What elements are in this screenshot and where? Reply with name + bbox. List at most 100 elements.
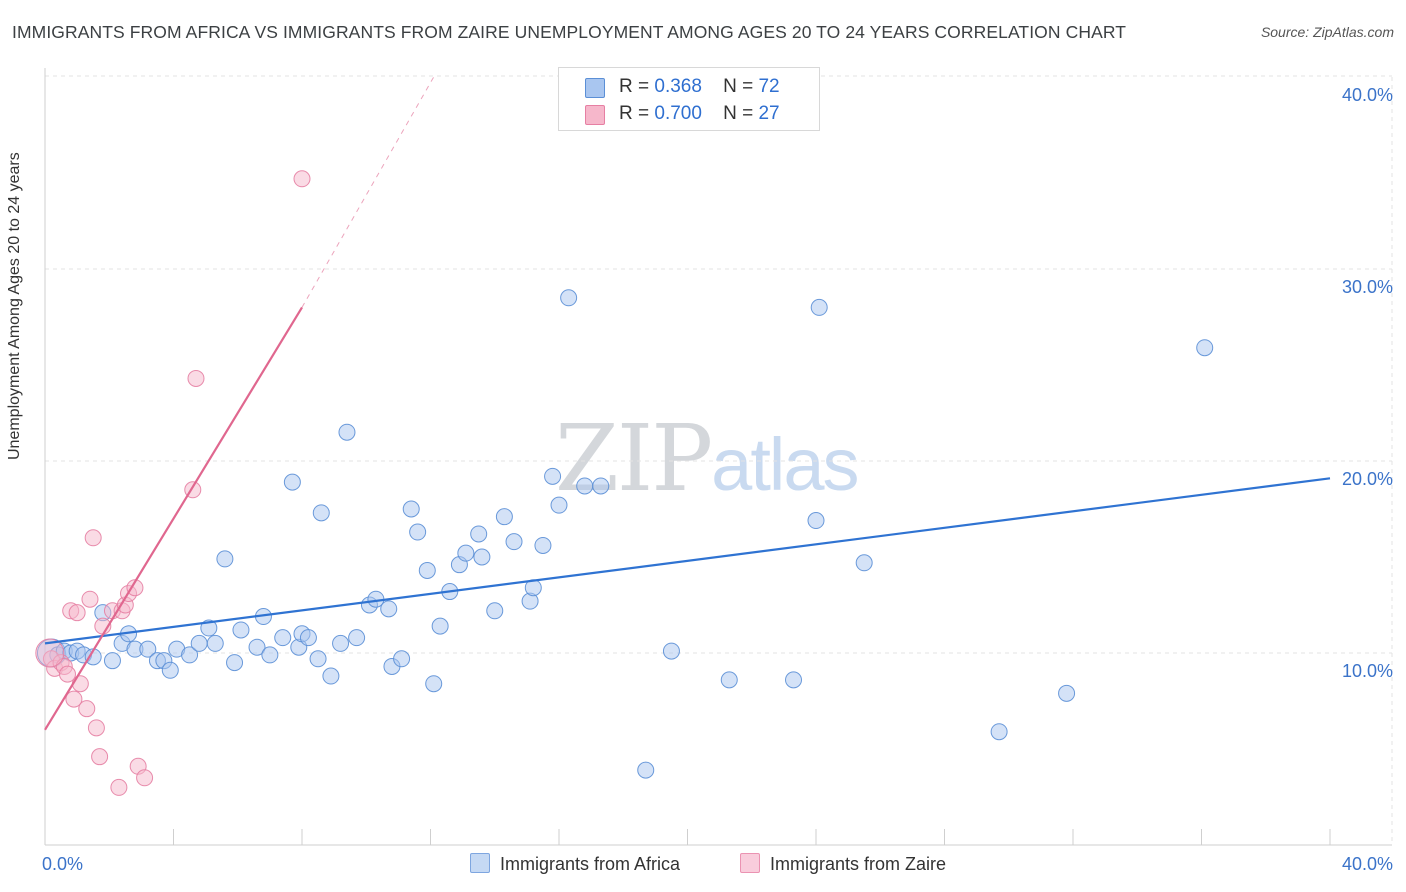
zaire-point: [110, 778, 128, 796]
y-tick-label: 30.0%: [1342, 277, 1393, 297]
africa-point: [560, 289, 578, 307]
zaire-point: [58, 665, 76, 683]
bottom-legend-swatch-africa: [470, 853, 490, 873]
africa-point: [216, 550, 234, 568]
y-tick-label: 40.0%: [1342, 85, 1393, 105]
africa-point: [103, 652, 121, 670]
zaire-point: [71, 675, 89, 693]
africa-point: [309, 650, 327, 668]
africa-point: [785, 671, 803, 689]
africa-point: [380, 600, 398, 618]
zaire-point: [35, 638, 65, 668]
africa-point: [248, 638, 266, 656]
bottom-legend-zaire: Immigrants from Zaire: [740, 853, 946, 875]
africa-point: [312, 504, 330, 522]
zaire-point: [126, 579, 144, 597]
africa-point: [338, 423, 356, 441]
chart-title: IMMIGRANTS FROM AFRICA VS IMMIGRANTS FRO…: [12, 22, 1127, 42]
africa-point: [810, 298, 828, 316]
africa-point: [332, 634, 350, 652]
legend-r-label: R =: [619, 103, 650, 124]
africa-point: [576, 477, 594, 495]
africa-point: [425, 675, 443, 693]
legend-text-africa: R = 0.368 N = 72: [619, 76, 780, 98]
bottom-legend-africa: Immigrants from Africa: [470, 853, 680, 875]
africa-point: [283, 473, 301, 491]
africa-point: [299, 629, 317, 647]
legend-text-zaire: R = 0.700 N = 27: [619, 103, 780, 125]
africa-point: [720, 671, 738, 689]
zaire-point: [81, 590, 99, 608]
trendlines: [44, 76, 1331, 731]
series-zaire-points: [35, 170, 311, 796]
africa-point: [206, 634, 224, 652]
africa-point: [232, 621, 250, 639]
x-tick-label: 0.0%: [42, 854, 83, 874]
africa-point: [1196, 339, 1214, 357]
x-tick-label: 40.0%: [1342, 854, 1393, 874]
africa-point: [393, 650, 411, 668]
africa-point: [418, 561, 436, 579]
africa-point: [990, 723, 1008, 741]
y-tick-label: 20.0%: [1342, 469, 1393, 489]
zaire-point: [293, 170, 311, 188]
africa-point: [534, 536, 552, 554]
africa-point: [348, 629, 366, 647]
africa-point: [190, 634, 208, 652]
source-label: Source: ZipAtlas.com: [1260, 24, 1394, 40]
zaire-point: [136, 769, 154, 787]
gridlines: [45, 75, 1393, 845]
africa-point: [662, 642, 680, 660]
trendline-zaire: [44, 306, 303, 731]
africa-point: [505, 533, 523, 551]
bottom-legend-swatch-zaire: [740, 853, 760, 873]
watermark-zip: ZIP: [555, 405, 713, 512]
africa-point: [544, 467, 562, 485]
trendline-africa: [44, 477, 1331, 645]
africa-point: [261, 646, 279, 664]
africa-point: [807, 512, 825, 530]
africa-point: [637, 761, 655, 779]
y-tick-label: 10.0%: [1342, 661, 1393, 681]
axes: [44, 68, 1392, 846]
correlation-legend: R = 0.368 N = 72 R = 0.700 N = 27: [558, 67, 820, 131]
legend-n-label: N =: [723, 103, 754, 124]
africa-point: [226, 654, 244, 672]
africa-point: [855, 554, 873, 572]
legend-r-label: R =: [619, 76, 650, 97]
legend-n-value: 72: [758, 76, 780, 97]
legend-n-label: N =: [723, 76, 754, 97]
legend-n-value: 27: [758, 103, 780, 124]
africa-point: [470, 525, 488, 543]
africa-point: [592, 477, 610, 495]
africa-point: [1058, 684, 1076, 702]
africa-point: [457, 544, 475, 562]
bottom-legend-label-africa: Immigrants from Africa: [500, 854, 681, 874]
zaire-point: [84, 529, 102, 547]
legend-r-value: 0.368: [654, 76, 702, 97]
africa-point: [139, 640, 157, 658]
series-africa-points: [36, 289, 1214, 779]
trendline-zaire-extension: [301, 76, 435, 308]
zaire-point: [68, 604, 86, 622]
africa-point: [550, 496, 568, 514]
zaire-point: [87, 719, 105, 737]
africa-point: [402, 500, 420, 518]
zaire-point: [187, 369, 205, 387]
africa-point: [495, 508, 513, 526]
africa-point: [409, 523, 427, 541]
axis-ticks: [44, 829, 1331, 845]
y-axis-label: Unemployment Among Ages 20 to 24 years: [6, 152, 23, 460]
zaire-point: [91, 748, 109, 766]
africa-point: [322, 667, 340, 685]
tick-labels: 10.0% 20.0% 30.0% 40.0% 0.0% 40.0%: [42, 85, 1393, 874]
africa-point: [473, 548, 491, 566]
africa-point: [274, 629, 292, 647]
africa-point: [486, 602, 504, 620]
watermark-atlas: atlas: [711, 423, 859, 506]
africa-point: [161, 661, 179, 679]
legend-swatch-zaire: [585, 105, 605, 125]
watermark: ZIPatlas: [555, 405, 859, 512]
africa-point: [200, 619, 218, 637]
